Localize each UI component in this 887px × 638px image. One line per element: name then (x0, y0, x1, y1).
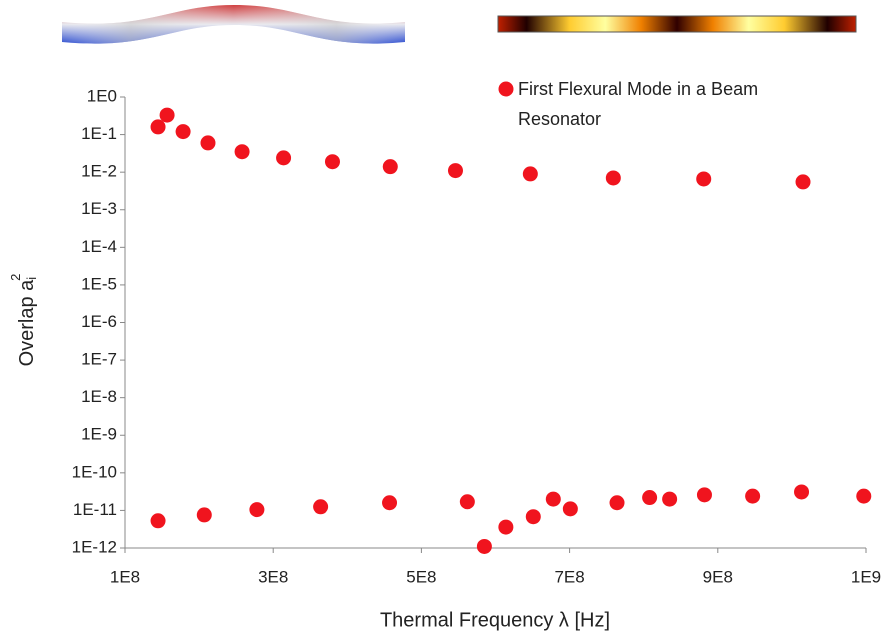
heat-image (497, 15, 857, 33)
x-tick-label: 1E8 (110, 567, 140, 586)
point (276, 150, 292, 166)
point (522, 166, 538, 182)
point (150, 119, 166, 135)
point (324, 154, 340, 170)
point (795, 174, 811, 190)
point (562, 501, 578, 517)
point (605, 170, 621, 186)
point (382, 495, 398, 511)
point (525, 509, 541, 525)
x-tick-label: 3E8 (258, 567, 288, 586)
point (609, 495, 625, 511)
x-tick-label: 7E8 (554, 567, 584, 586)
x-axis-label: Thermal Frequency λ [Hz] (380, 609, 610, 631)
point (545, 491, 561, 507)
y-tick-label: 1E-8 (81, 387, 117, 406)
point (175, 124, 191, 140)
y-tick-label: 1E-1 (81, 124, 117, 143)
point (696, 171, 712, 187)
y-axis-label-sup: 2 (8, 274, 23, 281)
y-tick-label: 1E-6 (81, 312, 117, 331)
y-tick-label: 1E-5 (81, 274, 117, 293)
y-axis-label-text: Overlap a (16, 279, 38, 367)
point (159, 107, 175, 123)
y-tick-label: 1E-10 (72, 462, 117, 481)
legend-marker (498, 81, 514, 97)
x-tick-label: 9E8 (703, 567, 733, 586)
point (234, 144, 250, 160)
point (447, 163, 463, 179)
x-tick-label: 1E9 (851, 567, 881, 586)
point (200, 135, 216, 151)
legend-label: First Flexural Mode in a Beam Resonator (518, 79, 759, 129)
y-tick-label: 1E-3 (81, 199, 117, 218)
point (794, 484, 810, 500)
y-tick-label: 1E0 (87, 86, 117, 105)
x-tick-label: 5E8 (406, 567, 436, 586)
y-tick-label: 1E-2 (81, 162, 117, 181)
point (150, 513, 166, 529)
beam-image (62, 5, 405, 44)
point (696, 487, 712, 503)
point (498, 519, 514, 535)
y-tick-label: 1E-11 (73, 500, 117, 519)
y-axis-label-sub: i (24, 277, 39, 280)
y-tick-label: 1E-4 (81, 237, 117, 256)
point (642, 490, 658, 506)
y-tick-label: 1E-7 (81, 350, 117, 369)
point (745, 488, 761, 504)
point (856, 488, 872, 504)
y-tick-label: 1E-9 (81, 425, 117, 444)
point (313, 499, 329, 515)
point (249, 502, 265, 518)
point (459, 494, 475, 510)
point (196, 507, 212, 523)
point (662, 491, 678, 507)
y-tick-label: 1E-12 (72, 537, 117, 556)
point (476, 538, 492, 554)
point (382, 159, 398, 175)
y-axis-label: Overlap ai2 (8, 274, 39, 367)
